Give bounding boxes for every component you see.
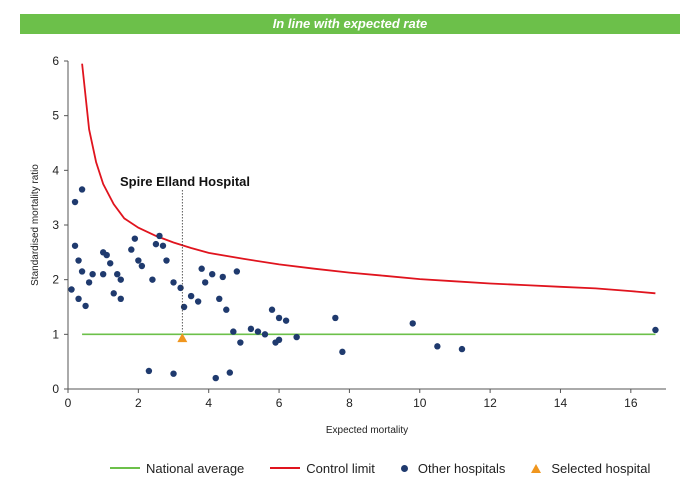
legend-item-selected-hospital: Selected hospital [531, 461, 650, 476]
other-hospital-point [268, 306, 276, 313]
other-hospital-point [135, 257, 142, 264]
legend-label: Control limit [306, 460, 375, 476]
other-hospital-point [254, 328, 262, 335]
legend-item-control-limit: Control limit [270, 461, 375, 476]
other-hospital-point [198, 265, 205, 272]
x-tick-label: 6 [276, 396, 283, 410]
control-limit-swatch [270, 467, 301, 469]
other-hospital-point [159, 242, 167, 249]
other-hospital-point [652, 326, 659, 334]
annotation-label: Spire Elland Hospital [120, 174, 250, 189]
y-tick-label: 1 [52, 327, 59, 341]
legend-item-national-average: National average [110, 461, 244, 476]
other-hospital-point [117, 295, 124, 302]
other-hospital-point [71, 198, 79, 206]
y-tick-label: 6 [52, 54, 59, 68]
other-hospital-point [409, 320, 416, 327]
other-hospital-point [131, 235, 139, 242]
other-hospital-point [103, 251, 110, 259]
control-limit-line [81, 63, 656, 295]
other-hospital-point [71, 242, 79, 249]
legend-label: Other hospitals [417, 460, 506, 476]
other-hospital-point [114, 271, 121, 278]
other-hospital-point [180, 303, 188, 311]
other-hospital-point [152, 240, 160, 248]
other-hospital-point [85, 279, 93, 286]
selected-hospital-swatch [531, 463, 542, 473]
legend-item-other-hospitals: Other hospitals [400, 460, 506, 476]
other-hospital-point [226, 369, 234, 376]
national-average-swatch [110, 467, 140, 469]
other-hospital-point [434, 343, 441, 350]
other-hospital-point [332, 314, 339, 322]
other-hospital-point [138, 262, 146, 270]
other-hospital-point [75, 257, 82, 264]
other-hospital-point [117, 276, 124, 283]
other-hospital-point [209, 271, 216, 278]
other-hospital-point [75, 295, 82, 302]
other-hospital-point [216, 295, 223, 302]
other-hospital-point [99, 271, 107, 278]
other-hospital-point [293, 333, 300, 341]
status-banner: In line with expected rate [20, 14, 680, 34]
other-hospital-point [68, 286, 75, 293]
other-hospital-point [223, 306, 230, 313]
other-hospital-point [233, 268, 241, 275]
other-hospitals-swatch [400, 464, 408, 472]
x-tick-label: 4 [205, 396, 212, 410]
other-hospital-point [163, 257, 170, 264]
y-tick-label: 2 [52, 273, 59, 287]
x-tick-label: 0 [65, 396, 72, 410]
other-hospital-point [275, 336, 283, 343]
other-hospital-point [458, 345, 466, 353]
other-hospital-point [170, 279, 177, 286]
y-tick-label: 3 [52, 218, 59, 232]
other-hospital-point [247, 325, 255, 333]
selected-hospital-point [177, 333, 188, 343]
other-hospital-point [145, 367, 153, 375]
other-hospital-point [187, 292, 195, 300]
other-hospital-point [230, 328, 237, 335]
other-hospital-point [170, 370, 177, 377]
x-axis-title: Expected mortality [326, 425, 408, 436]
y-axis-title: Standardised mortality ratio [30, 164, 41, 286]
x-tick-label: 14 [554, 396, 568, 410]
x-tick-label: 12 [483, 396, 497, 410]
other-hospital-point [177, 284, 184, 292]
other-hospital-point [237, 339, 244, 346]
other-hospital-point [219, 273, 226, 281]
other-hospital-point [261, 331, 269, 338]
other-hospital-point [339, 348, 346, 356]
y-tick-label: 5 [52, 109, 59, 123]
chart-legend: National average Control limit Other hos… [110, 458, 676, 478]
other-hospital-point [149, 276, 156, 283]
x-tick-label: 10 [413, 396, 427, 410]
other-hospital-point [194, 298, 202, 305]
legend-label: Selected hospital [551, 460, 651, 476]
x-tick-label: 8 [346, 396, 353, 410]
other-hospital-point [78, 268, 86, 275]
other-hospital-point [128, 246, 135, 253]
other-hospital-point [156, 232, 163, 240]
other-hospital-point [282, 317, 290, 324]
other-hospital-point [107, 260, 114, 267]
y-tick-label: 4 [52, 163, 59, 177]
other-hospital-point [275, 314, 283, 322]
legend-label: National average [146, 460, 245, 476]
other-hospital-point [78, 186, 86, 193]
other-hospital-point [82, 302, 89, 310]
other-hospital-point [212, 374, 219, 382]
other-hospital-point [110, 290, 117, 297]
x-tick-label: 2 [135, 396, 142, 410]
other-hospital-point [201, 279, 209, 286]
y-tick-label: 0 [52, 382, 59, 396]
other-hospital-point [89, 271, 96, 278]
x-tick-label: 16 [624, 396, 638, 410]
